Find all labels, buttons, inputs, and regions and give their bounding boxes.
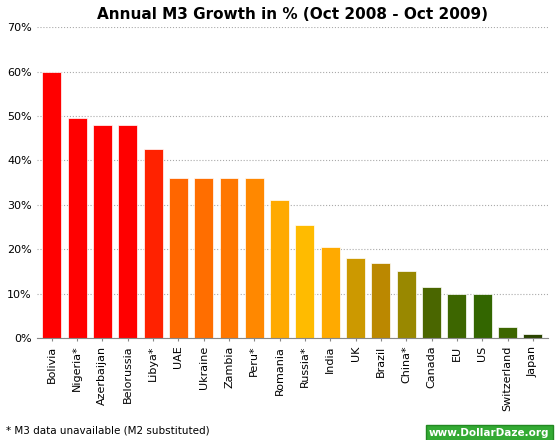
Bar [447, 293, 466, 338]
Text: * M3 data unavailable (M2 substituted): * M3 data unavailable (M2 substituted) [6, 425, 209, 436]
Bar [245, 178, 264, 338]
Bar [422, 287, 441, 338]
Bar [523, 334, 542, 338]
Bar [42, 72, 61, 338]
Bar [194, 178, 213, 338]
Bar [68, 118, 87, 338]
Bar [118, 125, 137, 338]
Bar [169, 178, 188, 338]
Bar [144, 149, 163, 338]
Text: www.DollarDaze.org: www.DollarDaze.org [429, 428, 549, 438]
Title: Annual M3 Growth in % (Oct 2008 - Oct 2009): Annual M3 Growth in % (Oct 2008 - Oct 20… [97, 7, 488, 22]
Bar [371, 263, 390, 338]
Bar [397, 271, 416, 338]
Bar [321, 247, 340, 338]
Bar [270, 200, 289, 338]
Bar [220, 178, 239, 338]
Bar [93, 125, 112, 338]
Bar [295, 225, 315, 338]
Bar [498, 327, 517, 338]
Bar [346, 258, 365, 338]
Bar [473, 293, 492, 338]
